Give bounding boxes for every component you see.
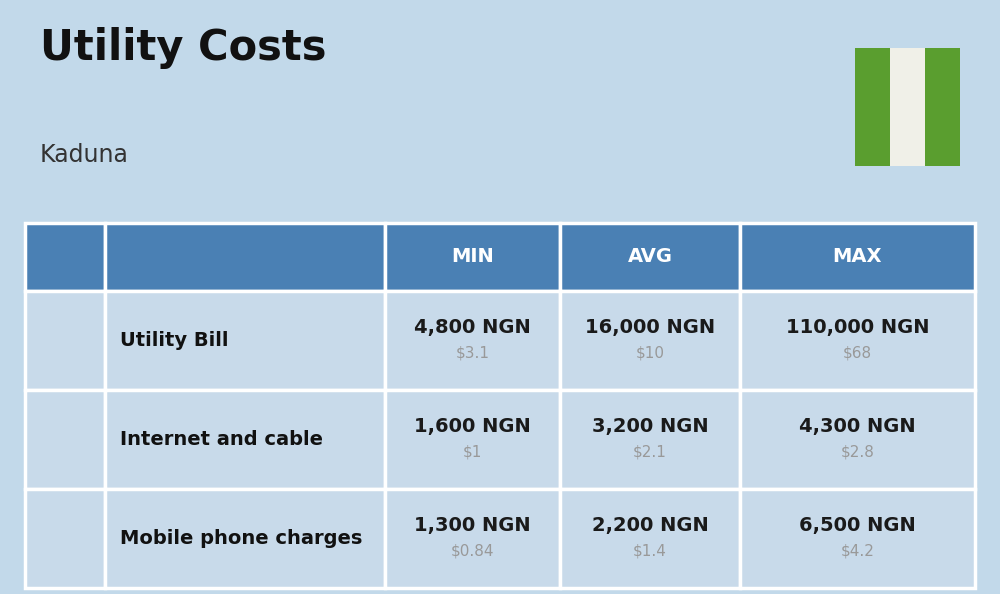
Text: Internet and cable: Internet and cable	[120, 430, 323, 449]
FancyBboxPatch shape	[740, 390, 975, 489]
FancyBboxPatch shape	[855, 48, 890, 166]
Text: 6,500 NGN: 6,500 NGN	[799, 516, 916, 535]
FancyBboxPatch shape	[385, 223, 560, 291]
FancyBboxPatch shape	[105, 291, 385, 390]
FancyBboxPatch shape	[385, 390, 560, 489]
FancyBboxPatch shape	[740, 223, 975, 291]
Text: 110,000 NGN: 110,000 NGN	[786, 318, 929, 337]
FancyBboxPatch shape	[385, 489, 560, 588]
FancyBboxPatch shape	[25, 223, 105, 291]
FancyBboxPatch shape	[740, 291, 975, 390]
Text: 4,800 NGN: 4,800 NGN	[414, 318, 531, 337]
FancyBboxPatch shape	[25, 390, 105, 489]
FancyBboxPatch shape	[25, 489, 105, 588]
FancyBboxPatch shape	[105, 223, 385, 291]
FancyBboxPatch shape	[25, 291, 105, 390]
FancyBboxPatch shape	[560, 291, 740, 390]
Text: 4,300 NGN: 4,300 NGN	[799, 417, 916, 436]
Text: $2.1: $2.1	[633, 445, 667, 460]
Text: Utility Costs: Utility Costs	[40, 27, 326, 69]
FancyBboxPatch shape	[105, 390, 385, 489]
Text: $3.1: $3.1	[456, 346, 490, 361]
Text: 1,300 NGN: 1,300 NGN	[414, 516, 531, 535]
Text: MIN: MIN	[451, 248, 494, 266]
Text: $0.84: $0.84	[451, 544, 494, 559]
FancyBboxPatch shape	[560, 390, 740, 489]
Text: Mobile phone charges: Mobile phone charges	[120, 529, 362, 548]
Text: Utility Bill: Utility Bill	[120, 331, 228, 350]
Text: $1: $1	[463, 445, 482, 460]
Text: MAX: MAX	[833, 248, 882, 266]
FancyBboxPatch shape	[740, 489, 975, 588]
FancyBboxPatch shape	[855, 48, 960, 166]
FancyBboxPatch shape	[925, 48, 960, 166]
Text: $4.2: $4.2	[841, 544, 874, 559]
Text: 2,200 NGN: 2,200 NGN	[592, 516, 708, 535]
FancyBboxPatch shape	[385, 291, 560, 390]
FancyBboxPatch shape	[560, 223, 740, 291]
Text: $10: $10	[636, 346, 664, 361]
Text: AVG: AVG	[628, 248, 672, 266]
FancyBboxPatch shape	[105, 489, 385, 588]
Text: Kaduna: Kaduna	[40, 143, 129, 166]
FancyBboxPatch shape	[560, 489, 740, 588]
Text: 16,000 NGN: 16,000 NGN	[585, 318, 715, 337]
Text: $2.8: $2.8	[841, 445, 874, 460]
Text: 3,200 NGN: 3,200 NGN	[592, 417, 708, 436]
Text: 1,600 NGN: 1,600 NGN	[414, 417, 531, 436]
Text: $68: $68	[843, 346, 872, 361]
Text: $1.4: $1.4	[633, 544, 667, 559]
